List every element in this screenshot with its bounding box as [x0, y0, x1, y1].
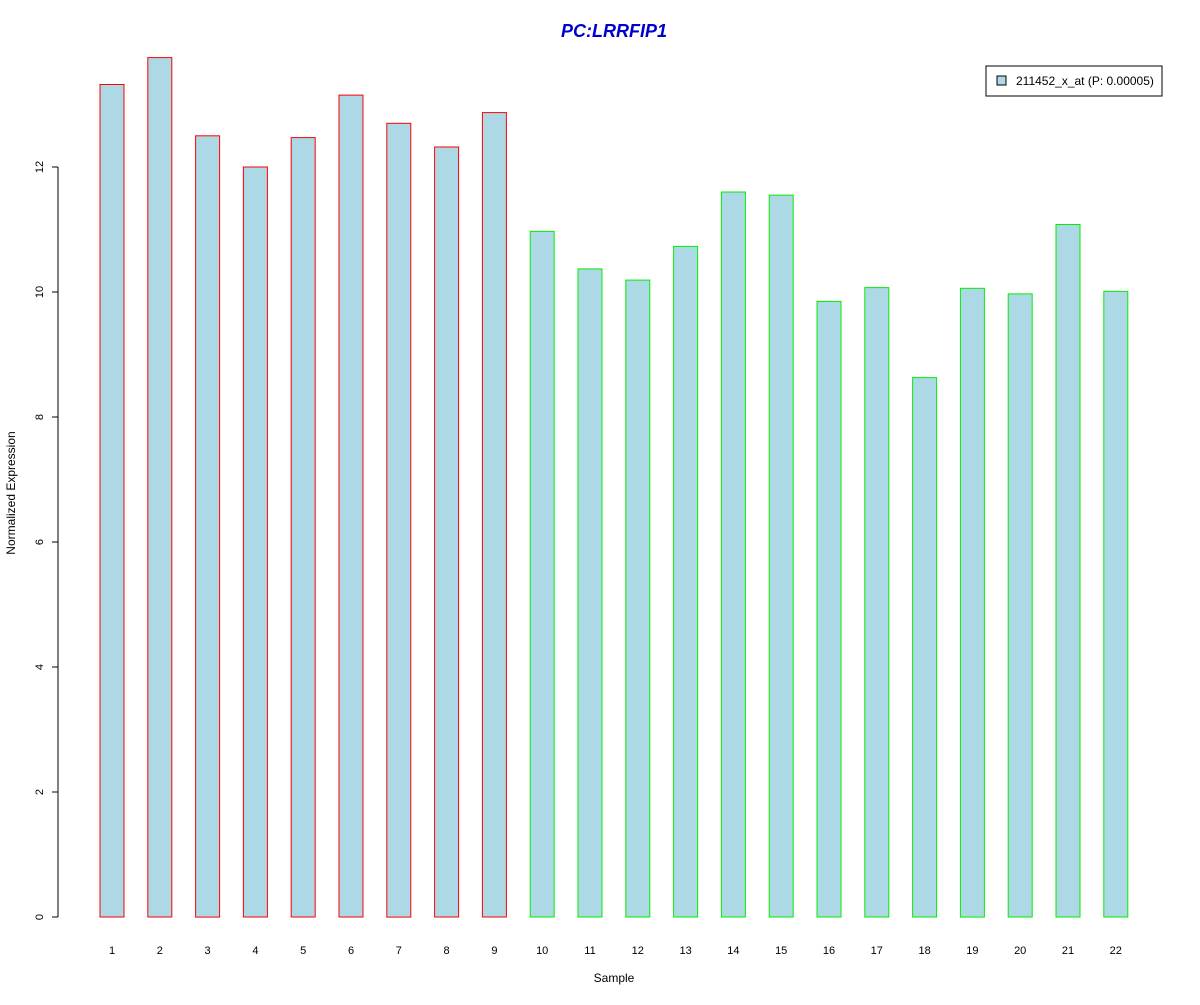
legend: 211452_x_at (P: 0.00005) [986, 66, 1162, 96]
bar-sample-12 [626, 280, 650, 917]
legend-label: 211452_x_at (P: 0.00005) [1016, 74, 1154, 88]
x-tick-label: 15 [775, 945, 787, 957]
x-tick-label: 6 [348, 945, 354, 957]
x-tick-label: 10 [536, 945, 548, 957]
y-tick-label: 4 [34, 664, 46, 670]
y-tick-label: 10 [34, 286, 46, 298]
bar-sample-2 [148, 58, 172, 917]
x-tick-label: 22 [1110, 945, 1122, 957]
x-tick-label: 20 [1014, 945, 1026, 957]
x-tick-labels: 1 2 3 4 5 6 7 8 9 10 11 12 13 14 15 16 17 18 19 20 21 22 [109, 945, 1122, 957]
bar-sample-9 [482, 113, 506, 917]
x-axis-label: Sample [594, 971, 635, 985]
bar-sample-18 [913, 378, 937, 917]
bars-group [100, 58, 1128, 918]
bar-sample-16 [817, 301, 841, 917]
chart-title: PC:LRRFIP1 [561, 21, 667, 41]
bar-sample-21 [1056, 225, 1080, 918]
bar-sample-10 [530, 231, 554, 917]
x-tick-label: 17 [871, 945, 883, 957]
x-tick-label: 13 [679, 945, 691, 957]
bar-sample-8 [435, 147, 459, 917]
x-tick-label: 7 [396, 945, 402, 957]
bar-sample-15 [769, 195, 793, 917]
y-tick-label: 2 [34, 789, 46, 795]
x-tick-label: 21 [1062, 945, 1074, 957]
x-tick-label: 2 [157, 945, 163, 957]
y-tick-label: 12 [34, 161, 46, 173]
x-tick-label: 4 [252, 945, 258, 957]
bar-sample-5 [291, 138, 315, 917]
bar-sample-20 [1008, 294, 1032, 917]
bar-sample-13 [674, 246, 698, 917]
x-tick-label: 1 [109, 945, 115, 957]
y-tick-label: 8 [34, 414, 46, 420]
x-tick-label: 12 [632, 945, 644, 957]
legend-swatch [997, 76, 1006, 85]
x-tick-label: 19 [966, 945, 978, 957]
x-tick-label: 3 [205, 945, 211, 957]
x-tick-label: 8 [444, 945, 450, 957]
bar-sample-17 [865, 288, 889, 917]
x-tick-label: 11 [584, 945, 595, 957]
bar-sample-22 [1104, 291, 1128, 917]
bar-sample-14 [721, 192, 745, 917]
y-axis: 0 2 4 6 8 10 12 [34, 161, 58, 920]
bar-sample-1 [100, 85, 124, 918]
y-axis-label: Normalized Expression [4, 431, 18, 554]
bar-sample-4 [243, 167, 267, 917]
x-tick-label: 14 [727, 945, 739, 957]
x-tick-label: 18 [918, 945, 930, 957]
y-tick-label: 6 [34, 539, 46, 545]
bar-sample-11 [578, 269, 602, 917]
bar-sample-7 [387, 123, 411, 917]
y-tick-label: 0 [34, 914, 46, 920]
x-tick-label: 5 [300, 945, 306, 957]
x-tick-label: 16 [823, 945, 835, 957]
bar-sample-19 [960, 288, 984, 917]
x-tick-label: 9 [491, 945, 497, 957]
bar-sample-6 [339, 95, 363, 917]
bar-sample-3 [196, 136, 220, 917]
